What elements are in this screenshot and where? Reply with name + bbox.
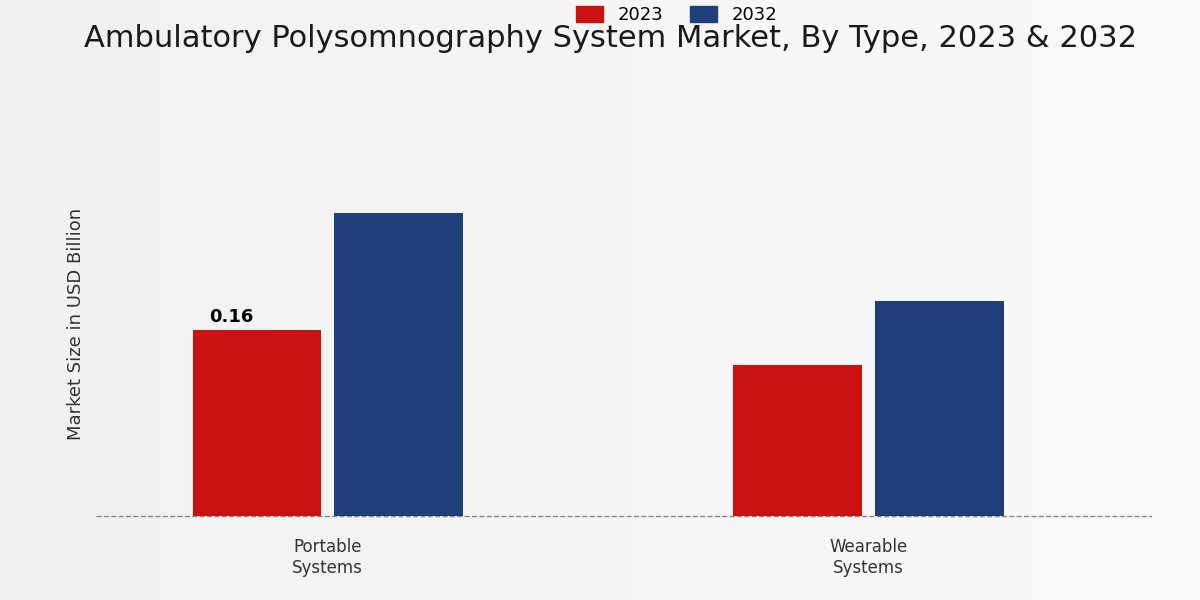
Bar xyxy=(733,365,863,517)
Bar xyxy=(335,213,463,517)
Text: 0.16: 0.16 xyxy=(209,308,253,326)
Legend: 2023, 2032: 2023, 2032 xyxy=(569,0,785,31)
Text: Ambulatory Polysomnography System Market, By Type, 2023 & 2032: Ambulatory Polysomnography System Market… xyxy=(84,24,1138,53)
Bar xyxy=(192,330,322,517)
Y-axis label: Market Size in USD Billion: Market Size in USD Billion xyxy=(67,208,85,440)
Bar xyxy=(875,301,1004,517)
